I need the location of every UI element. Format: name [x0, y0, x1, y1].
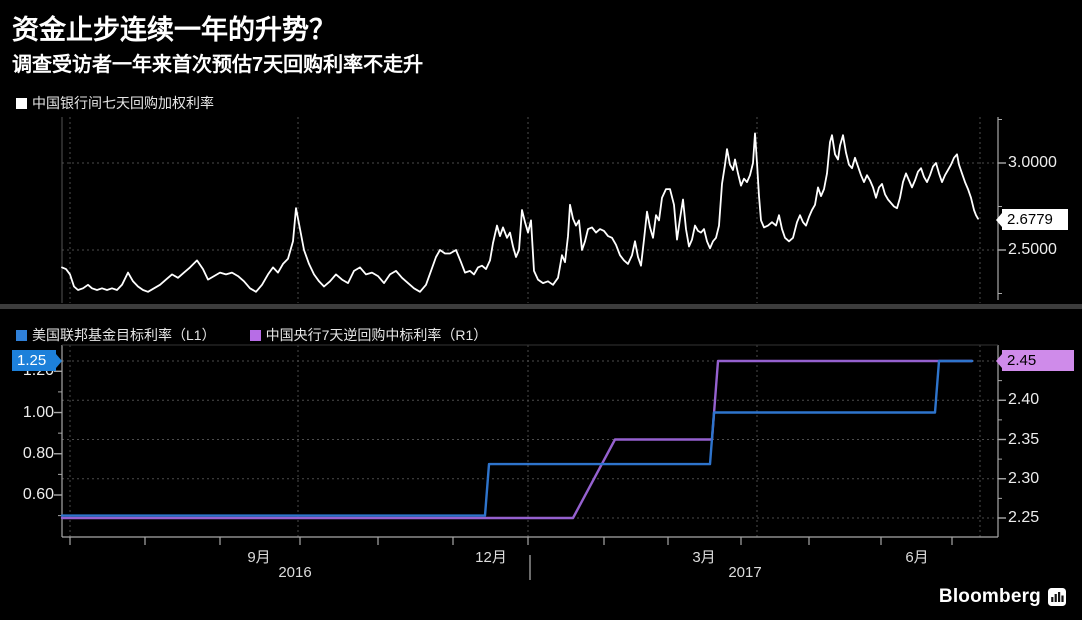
tag-arrow-right-icon	[56, 353, 62, 368]
panel-separator	[0, 304, 1082, 309]
x-axis-month-label: 9月	[247, 549, 271, 566]
y-axis-label-fed: 1.00	[22, 403, 54, 421]
repo-last-value-tag: 2.6779	[996, 209, 1068, 230]
y-axis-label-fed: 0.60	[22, 486, 54, 503]
legend-item-pboc-rate: 中国央行7天逆回购中标利率（R1）	[249, 325, 488, 345]
fed-rate-value-tag: 1.25	[12, 350, 62, 371]
tag-value: 1.25	[17, 352, 47, 369]
chart-title: 资金止步连续一年的升势？	[12, 15, 336, 45]
y-axis-label-fed: 0.80	[22, 444, 54, 462]
chart-subtitle: 调查受访者一年来首次预估7天回购利率不走升	[12, 54, 424, 76]
bloomberg-wordmark: Bloomberg	[938, 586, 1041, 607]
pboc-rate-value-tag: 2.45	[996, 350, 1074, 371]
y-axis-label-pboc: 2.40	[1008, 391, 1040, 409]
y-axis-label-repo: 2.5000	[1008, 241, 1057, 258]
x-axis-year-label: 2017	[728, 564, 762, 581]
legend-swatch-icon	[16, 97, 27, 109]
bar-chart-icon	[1048, 588, 1066, 606]
y-axis-label-repo: 3.0000	[1008, 154, 1057, 171]
legend-swatch-icon	[16, 329, 27, 341]
x-axis-year-label: 2016	[278, 564, 312, 581]
series-line-pboc	[60, 359, 974, 520]
x-axis-month-label: 3月	[692, 549, 716, 566]
y-axis-label-pboc: 2.25	[1008, 509, 1040, 526]
bottom-panel-legend: 美国联邦基金目标利率（L1） 中国央行7天逆回购中标利率（R1）	[16, 325, 515, 345]
legend-swatch-icon	[249, 329, 261, 341]
legend-label: 中国银行间七天回购加权利率	[32, 95, 214, 111]
tag-arrow-left-icon	[996, 212, 1002, 227]
legend-item-fed-rate: 美国联邦基金目标利率（L1）	[16, 325, 216, 345]
legend-label: 中国央行7天逆回购中标利率（R1）	[265, 327, 488, 343]
legend-item-repo-rate: 中国银行间七天回购加权利率	[16, 93, 214, 113]
legend-label: 美国联邦基金目标利率（L1）	[32, 327, 216, 343]
bloomberg-logo: Bloomberg	[939, 586, 1066, 608]
tag-value: 2.6779	[1007, 211, 1053, 228]
series-line-repo	[61, 132, 979, 293]
x-axis-month-label: 6月	[905, 549, 929, 566]
y-axis-label-pboc: 2.35	[1008, 430, 1040, 448]
tag-arrow-left-icon	[996, 354, 1002, 368]
tag-value: 2.45	[1007, 352, 1037, 369]
y-axis-label-pboc: 2.30	[1008, 469, 1040, 487]
top-panel-legend: 中国银行间七天回购加权利率	[16, 93, 242, 113]
x-axis-month-label: 12月	[475, 549, 507, 566]
series-line-fed	[60, 359, 974, 517]
